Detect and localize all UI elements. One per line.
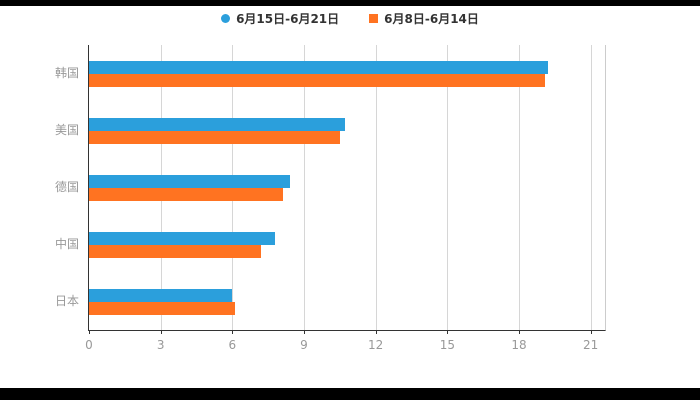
x-axis-tick-label: 6 [228,338,237,352]
bar-series1-0 [89,60,548,74]
plot-area: 0 3 6 9 12 15 18 21 韩国美国德国中国日本 [55,45,606,352]
x-axis-tick [89,330,90,334]
x-axis-tick [304,330,305,334]
x-axis-tick-label: 9 [300,338,308,352]
x-axis-tick [232,330,234,334]
gridline [447,45,449,330]
gridline [375,45,377,330]
bar-series2-3 [89,244,261,258]
x-axis-tick-label: 15 [439,338,455,352]
legend-item-0[interactable]: 6月15日-6月21日 [221,10,339,27]
legend-marker-square-icon [369,14,379,23]
category-label: 德国 [54,179,79,194]
x-axis-tick-label: 21 [583,338,599,352]
bar-series1-2 [89,174,290,188]
x-axis-tick [375,330,377,334]
category-label: 中国 [54,236,79,251]
x-axis-tick [519,330,520,334]
x-axis-tick-label: 12 [368,338,384,352]
x-axis-tick-label: 18 [511,338,527,352]
bar-series2-2 [89,187,283,201]
bar-series2-4 [89,301,235,315]
legend-item-1[interactable]: 6月8日-6月14日 [369,10,479,27]
bar-series1-3 [89,231,276,245]
legend-label: 6月8日-6月14日 [384,12,479,26]
gridline [304,45,305,330]
x-axis-tick [160,330,162,334]
legend-label: 6月15日-6月21日 [236,12,340,26]
x-axis-tick [447,330,449,334]
chart-panel: 6月15日-6月21日 6月8日-6月14日 0 3 6 9 12 15 18 21 韩国美国德国… [0,6,700,388]
gridline [590,45,592,330]
bar-series2-1 [89,130,340,144]
bar-series1-4 [89,288,233,302]
bar-series2-0 [89,73,546,87]
x-axis-tick [590,330,592,334]
legend-marker-circle-icon [221,14,231,23]
category-label: 日本 [54,293,79,308]
legend: 6月15日-6月21日 6月8日-6月14日 [0,10,700,27]
x-axis-tick-label: 0 [85,338,93,352]
bar-series1-1 [89,117,345,131]
category-label: 美国 [54,122,79,137]
x-axis-tick-label: 3 [156,338,165,352]
gridline [519,45,520,330]
category-label: 韩国 [54,65,79,80]
